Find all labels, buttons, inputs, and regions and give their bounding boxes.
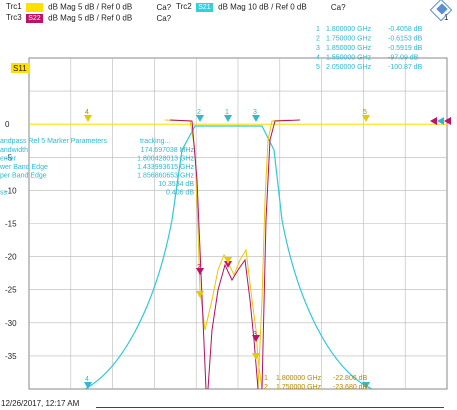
plot-traces bbox=[84, 119, 373, 390]
trace1-format: dB Mag 5 dB / Ref 0 dB bbox=[48, 2, 133, 12]
active-trace-tag bbox=[11, 63, 30, 73]
timestamp: 12/26/2017, 12:17 AM bbox=[1, 399, 80, 408]
s21-trace bbox=[84, 125, 373, 390]
y-tick-label: -35 bbox=[5, 352, 17, 361]
bandpass-value: 1.856860653 GHz bbox=[137, 173, 194, 180]
bandpass-value: 0.406 dB bbox=[166, 190, 194, 197]
channel-number: 1 bbox=[444, 13, 449, 22]
bottom-marker-num: 2 bbox=[264, 384, 268, 391]
bandpass-value: 1.800428013 GHz bbox=[137, 156, 194, 163]
marker-2-label: 2 bbox=[197, 109, 201, 116]
trace1-name: Trc1 bbox=[6, 2, 22, 11]
marker-table-val: -100.87 dB bbox=[388, 64, 423, 71]
marker-table-val: -0.6153 dB bbox=[388, 36, 423, 43]
bandpass-title: andpass Ref 5 Marker Parameters bbox=[0, 138, 107, 145]
s22-trace bbox=[169, 119, 301, 390]
marker-4-ref-label: 4 bbox=[85, 109, 89, 116]
marker-5-bottom bbox=[362, 382, 370, 389]
marker-1-s11 bbox=[224, 257, 232, 264]
marker-5-ref-label: 5 bbox=[363, 109, 367, 116]
marker-table-freq: 1.750000 GHz bbox=[326, 36, 372, 43]
marker-table-val: -0.5919 dB bbox=[388, 45, 423, 52]
marker-table-freq: 1.550000 GHz bbox=[326, 55, 372, 62]
footer-rule bbox=[96, 407, 444, 408]
marker-table-freq: 1.800000 GHz bbox=[326, 26, 372, 33]
trace2-info[interactable]: Trc2 S21 dB Mag 10 dB / Ref 0 dB Ca? bbox=[174, 2, 346, 12]
marker-table-num: 4 bbox=[316, 55, 320, 62]
trace-plot[interactable]: 0 -5 -10 -15 -20 -25 -30 -35 S11 1 1.800000 GHz -0.… bbox=[0, 0, 457, 398]
marker-table-val: -97.09 dB bbox=[388, 55, 419, 62]
bandpass-label: andwidth bbox=[0, 147, 28, 154]
trace-header: Trc1 dB Mag 5 dB / Ref 0 dB Ca? Trc2 S21… bbox=[0, 0, 457, 50]
bandpass-label: ss bbox=[0, 190, 8, 197]
bandpass-tracking: tracking... bbox=[140, 138, 170, 145]
marker-1-label: 1 bbox=[225, 109, 229, 116]
marker-3-label: 3 bbox=[253, 109, 257, 116]
marker-1-top bbox=[224, 115, 232, 122]
marker-table-num: 2 bbox=[316, 36, 320, 43]
marker-table-num: 5 bbox=[316, 64, 320, 71]
trace3-info[interactable]: Trc3 S22 dB Mag 5 dB / Ref 0 dB Ca? bbox=[4, 13, 171, 23]
marker-3-s11 bbox=[252, 353, 260, 360]
marker-2-s22-label: 2 bbox=[197, 264, 201, 271]
right-arrow-cyan bbox=[437, 117, 444, 125]
marker-3-top bbox=[252, 115, 260, 122]
marker-4-bottom-label: 4 bbox=[85, 376, 89, 383]
marker-table-val: -0.4058 dB bbox=[388, 26, 423, 33]
y-tick-label: -25 bbox=[5, 286, 17, 295]
marker-4-bottom bbox=[84, 382, 92, 389]
active-trace-label: S11 bbox=[13, 64, 27, 73]
trace3-color-box: S22 bbox=[25, 13, 43, 23]
trace2-name: Trc2 bbox=[176, 2, 192, 11]
trace1-info[interactable]: Trc1 dB Mag 5 dB / Ref 0 dB Ca? bbox=[4, 2, 171, 12]
bandpass-label: enter bbox=[0, 156, 17, 163]
y-tick-label: -20 bbox=[5, 253, 17, 262]
marker-2-s22 bbox=[196, 268, 204, 275]
trace3-cal: Ca? bbox=[156, 13, 172, 23]
trace2-color-box: S21 bbox=[195, 2, 213, 12]
marker-table-num: 3 bbox=[316, 45, 320, 52]
bottom-marker-freq: 1.750000 GHz bbox=[276, 384, 322, 391]
right-arrow-magenta-2 bbox=[444, 117, 451, 125]
plot-markers bbox=[84, 115, 451, 389]
y-tick-label: -10 bbox=[5, 186, 17, 195]
marker-1-s22 bbox=[224, 261, 232, 268]
bandpass-label: per Band Edge bbox=[0, 173, 47, 180]
y-tick-label: 0 bbox=[5, 120, 10, 129]
marker-5-ref bbox=[362, 115, 370, 122]
bottom-marker-val: -23.680 dB bbox=[333, 384, 368, 391]
bandpass-value: 174.697038 MHz bbox=[141, 147, 195, 154]
marker-2-top bbox=[196, 115, 204, 122]
bandpass-value: 1.433993615 GHz bbox=[137, 164, 194, 171]
bandpass-value: 10.3534 dB bbox=[158, 181, 194, 188]
bottom-marker-num: 1 bbox=[264, 375, 268, 382]
status-footer: 12/26/2017, 12:17 AM bbox=[0, 398, 457, 410]
y-tick-label: -15 bbox=[5, 220, 17, 229]
trace1-color-box bbox=[25, 2, 43, 12]
y-tick-label: -5 bbox=[5, 153, 13, 162]
marker-2-s11 bbox=[196, 291, 204, 298]
bottom-marker-freq: 1.800000 GHz bbox=[276, 375, 322, 382]
trace2-cal: Ca? bbox=[330, 2, 346, 12]
trace1-cal: Ca? bbox=[156, 2, 172, 12]
y-tick-label: -30 bbox=[5, 319, 17, 328]
marker-3-s22 bbox=[252, 335, 260, 342]
marker-table-freq: 1.850000 GHz bbox=[326, 45, 372, 52]
marker-4-ref bbox=[84, 115, 92, 122]
plot-grid bbox=[28, 57, 448, 390]
marker-table-freq: 2.050000 GHz bbox=[326, 64, 372, 71]
bottom-marker-val: -22.806 dB bbox=[333, 375, 368, 382]
trace3-name: Trc3 bbox=[6, 13, 22, 22]
marker-table-num: 1 bbox=[316, 26, 320, 33]
bandpass-label: wer Band Edge bbox=[0, 164, 48, 171]
trace3-format: dB Mag 5 dB / Ref 0 dB bbox=[48, 13, 133, 23]
plot-labels: 0 -5 -10 -15 -20 -25 -30 -35 S11 1 1.800000 GHz -0.… bbox=[0, 26, 423, 391]
right-arrow-magenta bbox=[430, 117, 437, 125]
marker-3-s22-label: 3 bbox=[253, 331, 257, 338]
trace2-format: dB Mag 10 dB / Ref 0 dB bbox=[218, 2, 307, 12]
